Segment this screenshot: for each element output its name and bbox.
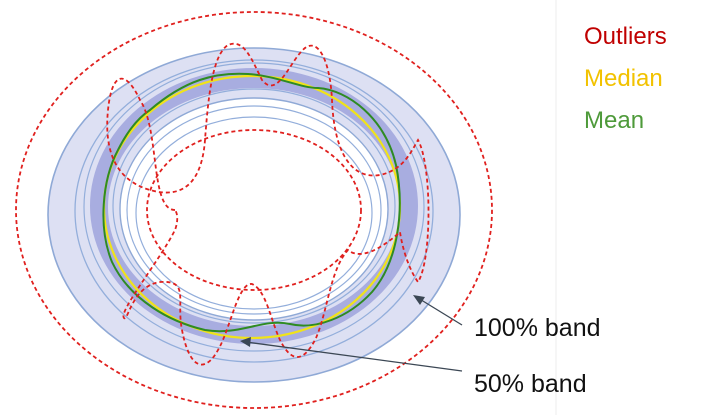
contour-line-2 xyxy=(83,62,425,352)
contour-line-4 xyxy=(126,105,382,315)
legend-mean: Mean xyxy=(584,107,644,134)
band-100-inner-edge xyxy=(119,97,389,321)
legend-outliers: Outliers xyxy=(584,23,667,50)
outlier-outer-ellipse xyxy=(15,11,493,409)
band-100-outer-edge xyxy=(47,47,461,383)
arrow-100-band xyxy=(413,295,463,326)
label-100-band: 100% band xyxy=(474,314,601,342)
label-50-band: 50% band xyxy=(474,370,587,398)
outlier-inner-ellipse xyxy=(146,129,362,291)
mean-contour xyxy=(102,72,401,333)
contour-line-3 xyxy=(112,88,396,324)
contour-line-1 xyxy=(74,59,434,363)
legend-median: Median xyxy=(584,65,663,92)
contour-line-5 xyxy=(135,116,373,310)
arrow-50-band xyxy=(240,337,463,372)
band-50-ring xyxy=(90,68,418,344)
